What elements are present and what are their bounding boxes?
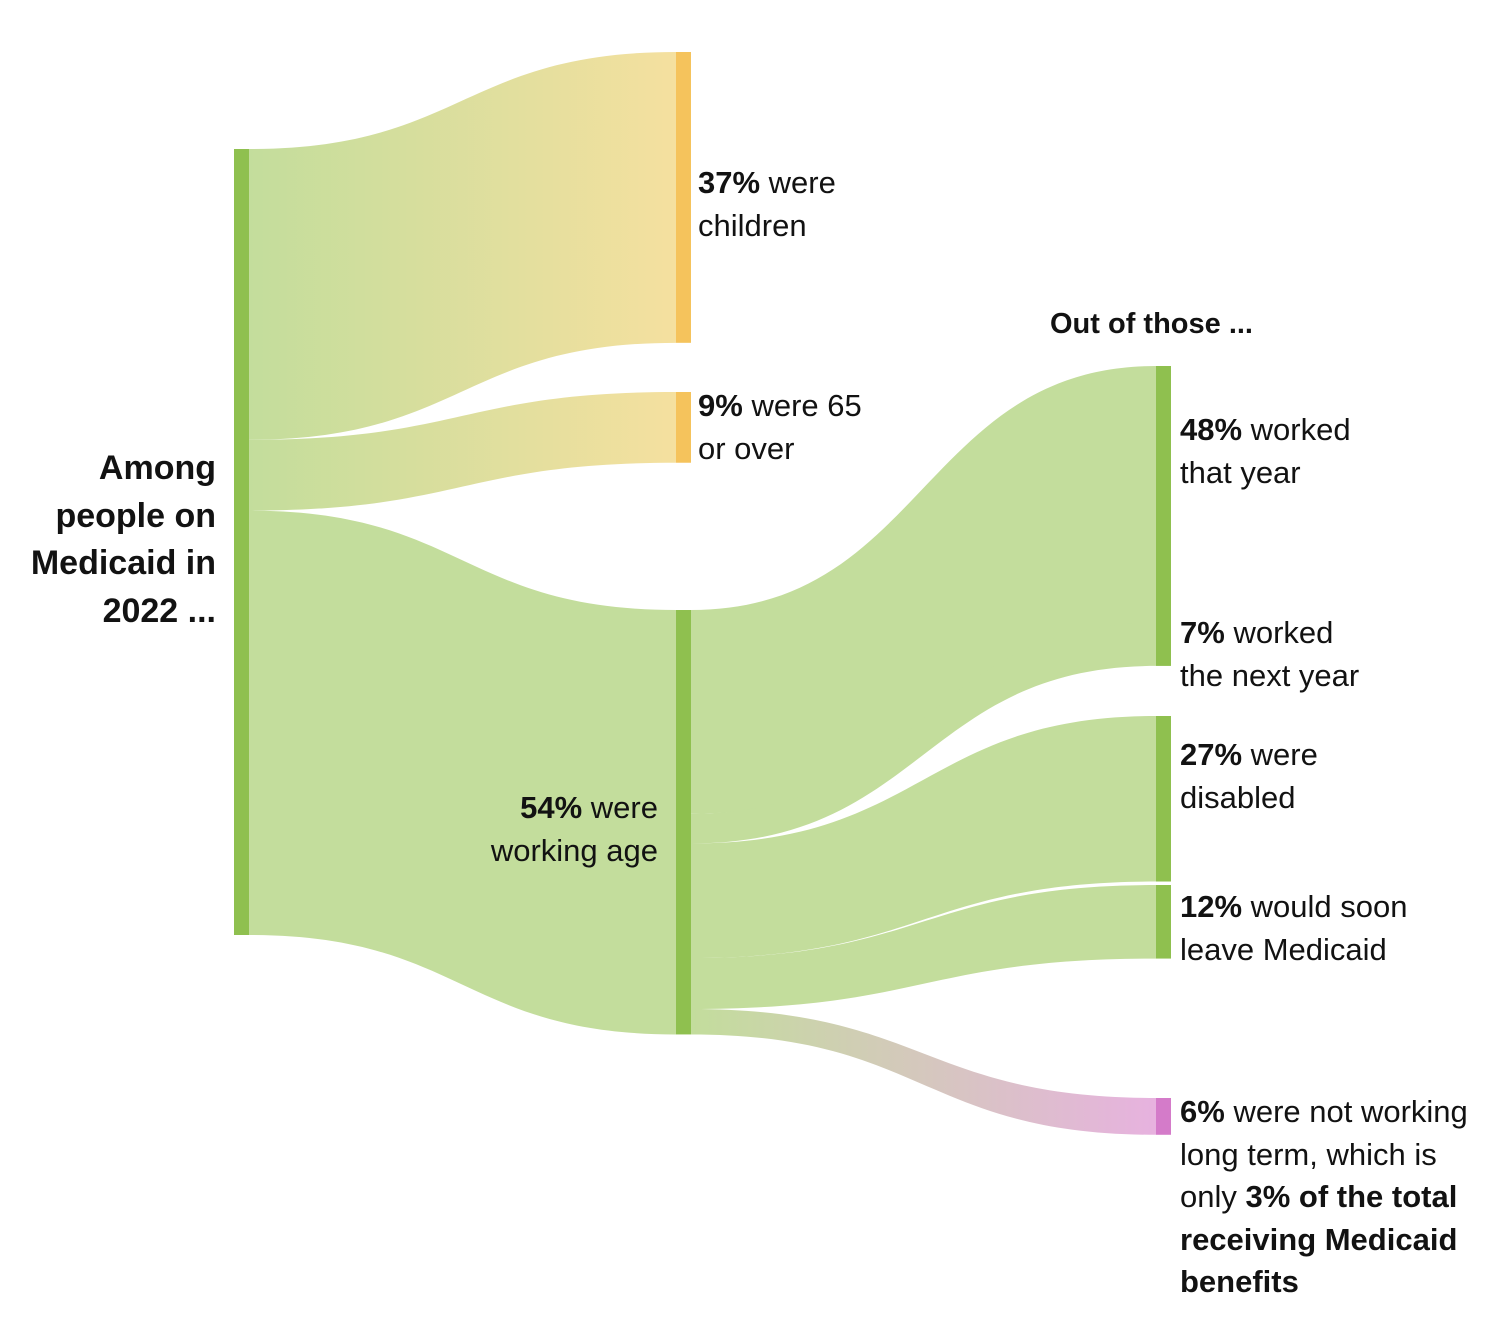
- flow-children: [249, 52, 676, 440]
- flow-worked: [691, 366, 1156, 814]
- label-worked-next: 7% worked the next year: [1180, 612, 1380, 697]
- label-working-age: 54% were working age: [430, 787, 658, 872]
- label-leave: 12% would soon leave Medicaid: [1180, 886, 1440, 971]
- pct-disabled: 27%: [1180, 737, 1243, 772]
- node-disabled: [1156, 716, 1171, 882]
- text-children: were children: [698, 165, 836, 243]
- text-working-age: were working age: [490, 790, 658, 868]
- flow-worked_next: [691, 623, 1156, 844]
- text-not-working-total: 3% of the total receiving Medicaid benef…: [1180, 1179, 1458, 1299]
- flow-seniors: [249, 392, 676, 511]
- node-working_age: [676, 610, 691, 1035]
- node-leave: [1156, 885, 1171, 959]
- node-not_working: [1156, 1098, 1171, 1135]
- flow-disabled: [691, 716, 1156, 959]
- pct-leave: 12%: [1180, 889, 1243, 924]
- pct-working-age: 54%: [520, 790, 583, 825]
- flow-not_working: [691, 1008, 1156, 1135]
- label-not-working: 6% were not working long term, which is …: [1180, 1091, 1470, 1304]
- pct-worked: 48%: [1180, 412, 1243, 447]
- text-leave: would soon leave Medicaid: [1180, 889, 1408, 967]
- node-worked_next: [1156, 623, 1171, 666]
- flow-working_age: [249, 510, 676, 1035]
- level2-header: Out of those ...: [1050, 308, 1253, 340]
- label-disabled: 27% were disabled: [1180, 734, 1380, 819]
- root-label: Among people on Medicaid in 2022 ...: [30, 449, 216, 630]
- text-not-working: were not working long term, which is onl…: [1180, 1094, 1468, 1214]
- node-worked: [1156, 366, 1171, 661]
- text-worked-next: worked the next year: [1180, 615, 1360, 693]
- label-seniors: 9% were 65 or over: [698, 385, 878, 470]
- text-worked: worked that year: [1180, 412, 1351, 490]
- pct-children: 37%: [698, 165, 761, 200]
- pct-seniors: 9%: [698, 388, 743, 423]
- node-children: [676, 52, 691, 343]
- node-seniors: [676, 392, 691, 463]
- label-children: 37% were children: [698, 162, 898, 247]
- text-disabled: were disabled: [1180, 737, 1318, 815]
- label-worked: 48% worked that year: [1180, 409, 1380, 494]
- pct-not-working: 6%: [1180, 1094, 1225, 1129]
- node-root: [234, 149, 249, 935]
- text-seniors: were 65 or over: [698, 388, 862, 466]
- pct-worked-next: 7%: [1180, 615, 1225, 650]
- flow-leave: [691, 885, 1156, 1009]
